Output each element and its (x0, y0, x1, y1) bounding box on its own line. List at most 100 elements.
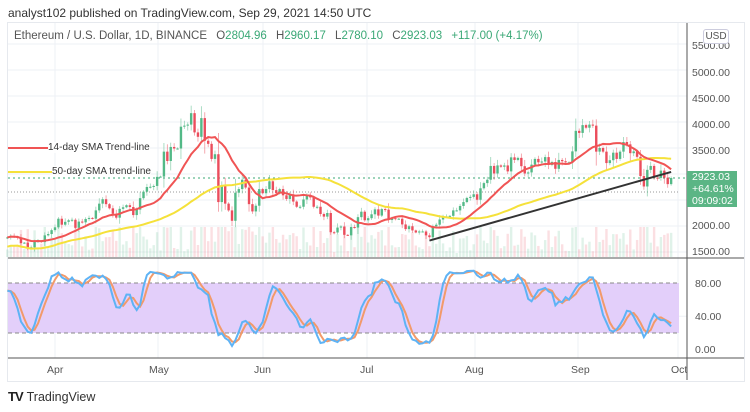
candle-body (254, 205, 258, 212)
volume-bar (547, 230, 550, 257)
candle-body (169, 146, 172, 161)
candle-body (115, 213, 118, 218)
volume-bar (438, 230, 441, 257)
volume-bar (414, 245, 418, 257)
sma14-line (7, 135, 672, 243)
volume-bar (530, 232, 533, 257)
candle-body (326, 212, 329, 217)
volume-bar (278, 242, 281, 257)
volume-bar (179, 227, 183, 257)
candle-body (635, 151, 639, 157)
candle-body (159, 176, 162, 178)
volume-bar (649, 242, 652, 257)
volume-bar (509, 227, 513, 257)
candle-body (520, 157, 523, 167)
volume-bar (387, 227, 390, 257)
candle-body (370, 214, 373, 219)
sma-lines (7, 135, 672, 250)
currency-button[interactable]: USD (703, 29, 729, 44)
candle-body (145, 186, 149, 192)
candle-body (339, 226, 343, 228)
candle-body (237, 189, 241, 193)
candle-body (298, 206, 302, 208)
candle-body (492, 165, 496, 174)
candle-body (183, 125, 186, 127)
volume-bar (360, 236, 363, 257)
volume-bar (383, 245, 387, 257)
candle-body (496, 165, 499, 174)
volume-bar (46, 248, 50, 257)
candle-body (363, 211, 366, 221)
volume-bar (81, 246, 84, 257)
candle-body (179, 126, 183, 149)
volume-bar (295, 236, 298, 257)
candle-body (424, 231, 428, 236)
candle-body (397, 218, 401, 220)
candle-body (312, 197, 315, 207)
volume-bar (332, 252, 336, 257)
candle-body (407, 226, 411, 230)
volume-bar (64, 241, 67, 257)
volume-bar (574, 227, 578, 257)
candle-body (475, 194, 479, 200)
candle-body (578, 130, 581, 133)
low-value: 2780.10 (341, 30, 384, 42)
volume-bar (91, 248, 94, 257)
volume-bar (666, 233, 669, 257)
volume-bar (258, 227, 261, 257)
footer-brand[interactable]: TV TradingView (8, 389, 95, 404)
volume-bar (431, 227, 435, 257)
candle-body (652, 165, 656, 178)
volume-bar (298, 249, 302, 257)
volume-bar (469, 250, 472, 257)
volume-bar (285, 239, 288, 257)
candle-body (50, 230, 53, 235)
volume-bar (632, 249, 635, 257)
volume-bar (462, 238, 465, 257)
volume-bar (506, 233, 509, 257)
volume-bar (397, 247, 401, 257)
volume-bar (40, 243, 43, 257)
volume-bar (220, 227, 223, 257)
candle-body (285, 195, 288, 199)
volume-bar (492, 230, 496, 257)
candle-body (142, 191, 145, 199)
volume-bar (343, 227, 346, 257)
volume-bar (353, 247, 356, 257)
published-by: analyst102 published on TradingView.com,… (8, 6, 372, 20)
candle-body (138, 198, 142, 210)
candle-body (166, 151, 169, 161)
chart-frame (7, 22, 745, 382)
volume-bar (418, 247, 421, 257)
volume-bar (77, 230, 81, 257)
volume-bar (74, 227, 77, 257)
price-tick: 5000.00 (692, 67, 730, 79)
volume-bar (591, 251, 595, 257)
candle-body (482, 183, 486, 189)
volume-bar (149, 248, 152, 257)
volume-bar (213, 241, 217, 257)
volume-bar (639, 227, 642, 257)
volume-bar (377, 231, 380, 257)
candle-body (101, 199, 104, 204)
volume-bar (145, 239, 149, 257)
candle-body (70, 219, 74, 221)
volume-bar (499, 248, 503, 257)
candle-body (489, 165, 492, 180)
candle-body (162, 151, 166, 177)
candle-body (479, 188, 482, 200)
candle-body (121, 207, 125, 209)
open-value: 2804.96 (225, 30, 267, 42)
volume-bar (186, 249, 189, 257)
candle-body (322, 214, 326, 217)
stoch-axis-labels: 80.00 40.00 0.00 (695, 278, 721, 356)
symbol-name: Ethereum / U.S. Dollar, 1D, BINANCE (14, 30, 208, 42)
volume-bar (520, 229, 523, 257)
volume-bar (87, 249, 91, 257)
volume-bar (132, 227, 135, 257)
candle-body (244, 179, 247, 188)
candle-body (581, 125, 584, 133)
volume-bar (98, 228, 101, 257)
low-label: L (335, 30, 342, 42)
